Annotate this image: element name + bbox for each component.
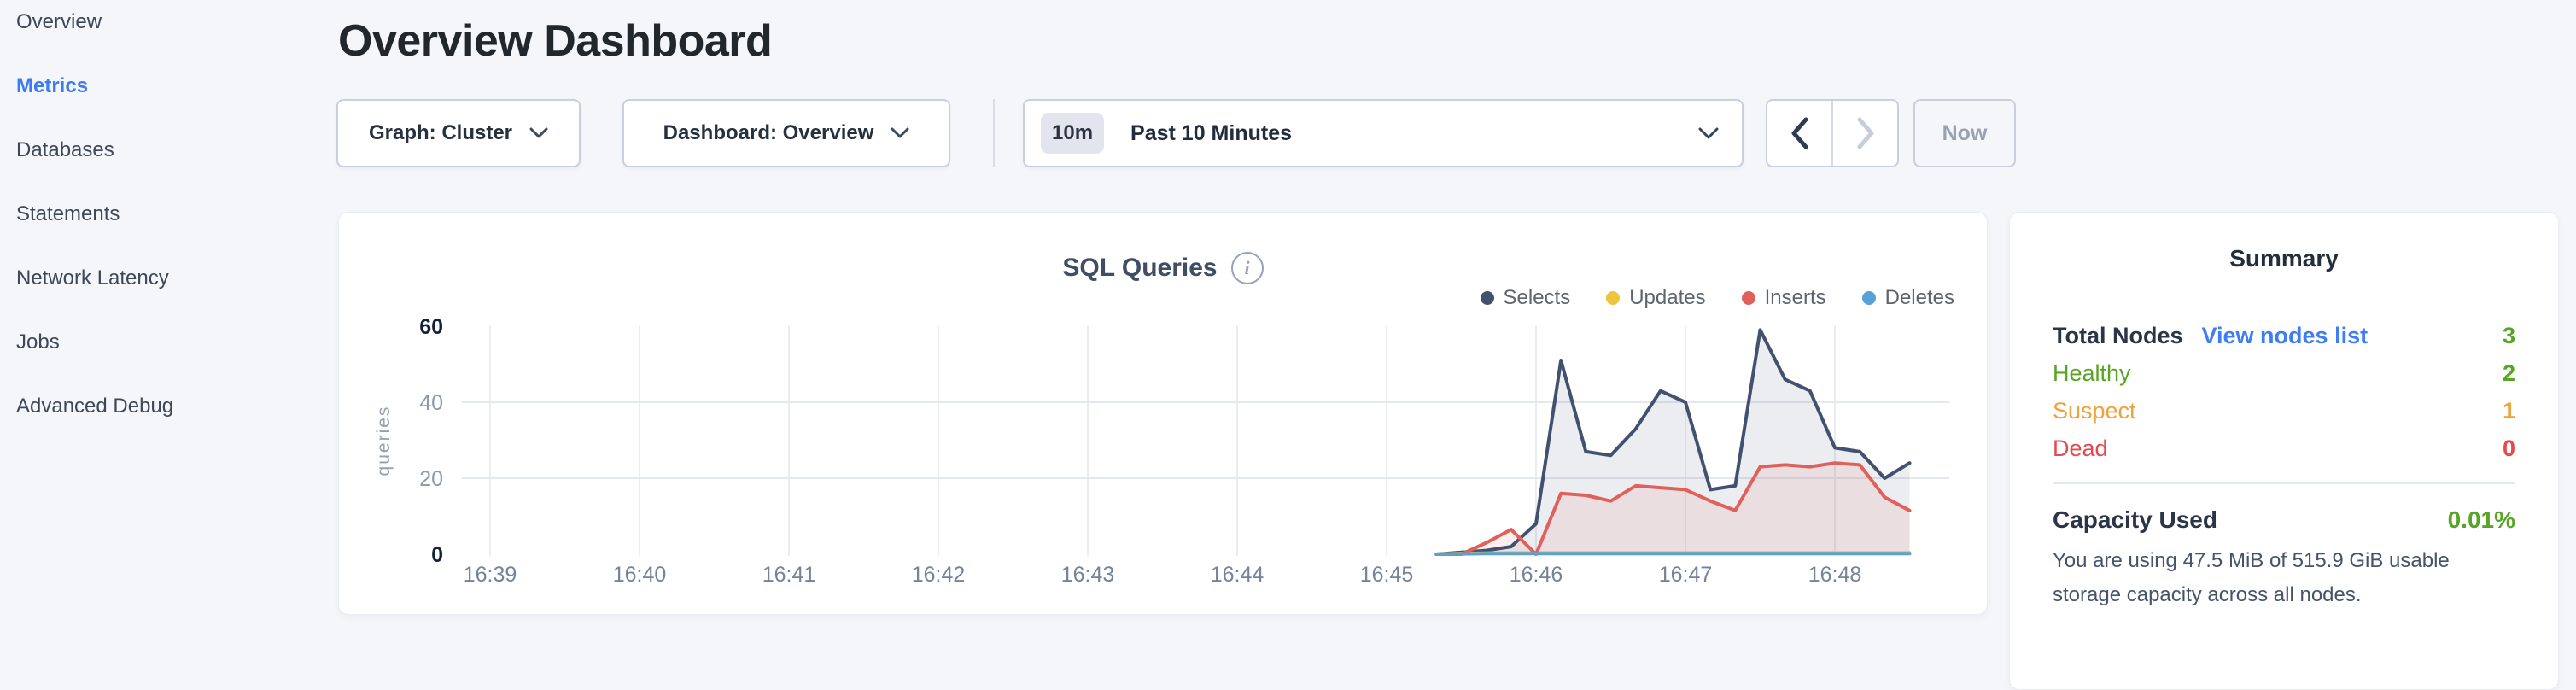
sidebar-item-overview[interactable]: Overview (16, 10, 102, 33)
svg-text:16:47: 16:47 (1659, 563, 1713, 587)
capacity-used-row: Capacity Used 0.01% (2053, 506, 2515, 534)
healthy-label: Healthy (2053, 360, 2131, 386)
sidebar-item-advanced-debug[interactable]: Advanced Debug (16, 395, 174, 418)
svg-text:16:46: 16:46 (1510, 563, 1563, 587)
time-range-dropdown[interactable]: 10m Past 10 Minutes (1023, 99, 1744, 167)
chart-title: SQL Queries (1062, 254, 1218, 282)
svg-text:0: 0 (431, 543, 443, 567)
time-forward-button[interactable] (1833, 101, 1897, 166)
legend-label: Updates (1629, 286, 1706, 309)
legend-label: Deletes (1884, 286, 1954, 309)
summary-row-healthy: Healthy 2 (2053, 354, 2515, 392)
graph-scope-dropdown[interactable]: Graph: Cluster (336, 99, 581, 167)
sql-queries-chart-plot[interactable]: 16:39 16:40 16:41 16:42 16:43 16:44 16:45 16:46… (339, 213, 1989, 616)
svg-text:16:41: 16:41 (762, 563, 816, 587)
sidebar-item-metrics[interactable]: Metrics (16, 74, 89, 97)
summary-row-dead: Dead 0 (2053, 430, 2515, 467)
chevron-right-icon (1855, 116, 1876, 150)
sql-queries-chart-card: 16:39 16:40 16:41 16:42 16:43 16:44 16:45 16:46… (338, 212, 1988, 615)
total-nodes-label: Total Nodes (2053, 322, 2183, 348)
summary-row-suspect: Suspect 1 (2053, 392, 2515, 430)
healthy-value: 2 (2502, 360, 2515, 386)
chevron-left-icon (1790, 116, 1810, 150)
chart-legend: Selects Updates Inserts Deletes (1480, 286, 1954, 310)
updates-series-dot-icon (1606, 291, 1621, 305)
svg-text:16:45: 16:45 (1360, 563, 1414, 587)
capacity-used-value: 0.01% (2447, 506, 2515, 533)
summary-rows: Total Nodes View nodes list 3 Healthy 2 … (2053, 317, 2515, 467)
chevron-down-icon (891, 127, 909, 139)
svg-text:20: 20 (419, 467, 443, 491)
sidebar-item-jobs[interactable]: Jobs (16, 330, 60, 354)
svg-text:16:48: 16:48 (1808, 563, 1862, 587)
inserts-series-dot-icon (1741, 291, 1755, 305)
dead-value: 0 (2502, 435, 2515, 461)
svg-text:queries: queries (374, 406, 394, 477)
summary-panel: Summary Total Nodes View nodes list 3 He… (2009, 212, 2559, 690)
capacity-used-label: Capacity Used (2053, 506, 2217, 533)
chart-header: SQL Queries i (339, 252, 1987, 284)
legend-item-updates[interactable]: Updates (1606, 286, 1706, 310)
legend-label: Selects (1503, 286, 1571, 309)
summary-divider (2053, 482, 2515, 484)
dead-label: Dead (2053, 435, 2108, 461)
time-range-label: Past 10 Minutes (1130, 120, 1292, 145)
deletes-series-dot-icon (1861, 291, 1876, 305)
time-shift-control (1766, 99, 1899, 167)
sidebar-item-statements[interactable]: Statements (16, 202, 120, 225)
selects-series-dot-icon (1480, 291, 1494, 305)
capacity-note: You are using 47.5 MiB of 515.9 GiB usab… (2053, 549, 2450, 606)
toolbar-divider (993, 99, 995, 167)
summary-title: Summary (2229, 245, 2339, 272)
legend-item-deletes[interactable]: Deletes (1861, 286, 1954, 310)
legend-label: Inserts (1764, 286, 1826, 309)
chevron-down-icon (529, 127, 548, 139)
now-button[interactable]: Now (1913, 99, 2016, 167)
legend-item-inserts[interactable]: Inserts (1741, 286, 1826, 310)
info-icon[interactable]: i (1230, 252, 1264, 284)
svg-text:60: 60 (419, 315, 443, 339)
view-nodes-list-link[interactable]: View nodes list (2201, 322, 2369, 348)
sidebar-item-databases[interactable]: Databases (16, 138, 114, 161)
time-back-button[interactable] (1767, 101, 1833, 166)
svg-text:16:42: 16:42 (912, 563, 966, 587)
graph-scope-dropdown-label: Graph: Cluster (368, 121, 513, 144)
dashboard-dropdown[interactable]: Dashboard: Overview (622, 99, 950, 167)
time-range-badge: 10m (1041, 113, 1105, 154)
chevron-down-icon (1697, 126, 1720, 140)
suspect-label: Suspect (2053, 397, 2136, 424)
page-title: Overview Dashboard (338, 16, 773, 66)
svg-text:16:39: 16:39 (464, 563, 517, 587)
summary-row-total-nodes: Total Nodes View nodes list 3 (2053, 317, 2515, 354)
svg-text:16:40: 16:40 (613, 563, 667, 587)
legend-item-selects[interactable]: Selects (1480, 286, 1571, 310)
sidebar-item-network-latency[interactable]: Network Latency (16, 266, 169, 289)
svg-text:16:43: 16:43 (1061, 563, 1115, 587)
total-nodes-value: 3 (2502, 322, 2515, 348)
sidebar: Overview Metrics Databases Statements Ne… (0, 9, 333, 458)
svg-text:16:44: 16:44 (1211, 563, 1265, 587)
svg-text:40: 40 (419, 391, 443, 415)
dashboard-dropdown-label: Dashboard: Overview (663, 121, 874, 144)
suspect-value: 1 (2502, 397, 2515, 424)
